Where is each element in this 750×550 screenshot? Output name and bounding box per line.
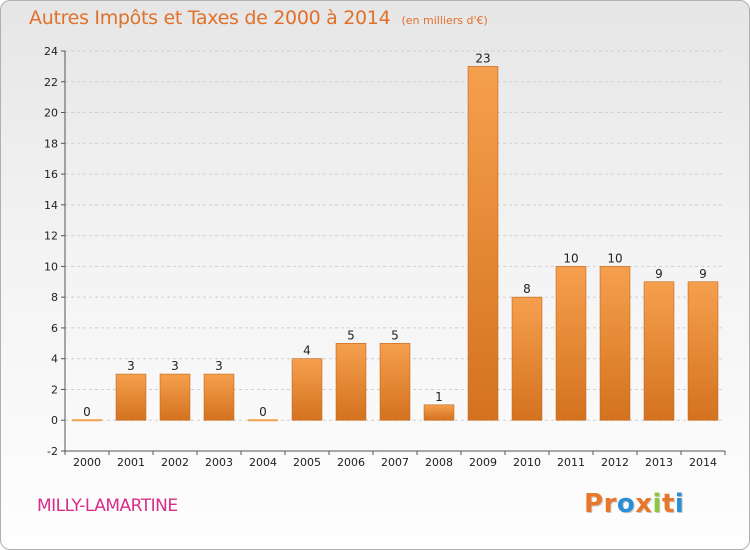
data-label: 5 <box>347 328 355 342</box>
y-tick-label: 4 <box>51 353 58 366</box>
y-tick-label: 24 <box>44 45 58 58</box>
data-label: 3 <box>127 359 135 373</box>
commune-name: MILLY-LAMARTINE <box>37 496 178 516</box>
bar <box>467 66 499 421</box>
data-label: 0 <box>83 405 91 419</box>
data-label: 4 <box>303 344 311 358</box>
y-tick-label: 6 <box>51 322 58 335</box>
x-tick-label: 2010 <box>513 456 541 469</box>
bar <box>379 343 411 421</box>
data-label: 9 <box>655 267 663 281</box>
data-label: 23 <box>475 51 490 65</box>
x-tick-label: 2002 <box>161 456 189 469</box>
chart-title: Autres Impôts et Taxes de 2000 à 2014 <box>29 7 391 29</box>
data-label: 8 <box>523 282 531 296</box>
x-tick-label: 2006 <box>337 456 365 469</box>
bars: 0 3 3 3 0 4 5 5 1 23 8 10 10 9 9 <box>72 51 719 422</box>
x-tick-label: 2013 <box>645 456 673 469</box>
data-label: 10 <box>563 251 578 265</box>
y-tick-label: 22 <box>44 76 58 89</box>
bar <box>115 373 147 421</box>
y-tick-label: 8 <box>51 291 58 304</box>
y-tick-label: 10 <box>44 260 58 273</box>
logo-letter: x <box>635 489 653 519</box>
y-tick-label: 20 <box>44 107 58 120</box>
x-tick-label: 2004 <box>249 456 277 469</box>
x-tick-label: 2011 <box>557 456 585 469</box>
x-tick-label: 2008 <box>425 456 453 469</box>
y-tick-label: 12 <box>44 230 58 243</box>
logo-letter: i <box>674 489 685 519</box>
logo-letter: i <box>652 489 662 519</box>
y-tick-label: 14 <box>44 199 58 212</box>
data-label: 1 <box>435 390 443 404</box>
bar <box>599 266 631 421</box>
logo-letter: o <box>616 489 636 519</box>
proxiti-logo[interactable]: Proxiti <box>584 489 684 519</box>
bar <box>203 373 235 421</box>
x-tick-label: 2000 <box>73 456 101 469</box>
bar <box>291 358 323 421</box>
y-tick-label: 0 <box>51 414 58 427</box>
bar <box>511 296 543 421</box>
bar <box>335 343 367 421</box>
x-tick-label: 2014 <box>689 456 717 469</box>
data-label: 0 <box>259 405 267 419</box>
y-tick-label: -2 <box>47 445 58 458</box>
x-tick-label: 2001 <box>117 456 145 469</box>
logo-letter: r <box>603 489 617 519</box>
chart-subtitle: (en milliers d'€) <box>401 14 488 27</box>
x-tick-label: 2009 <box>469 456 497 469</box>
x-tick-label: 2005 <box>293 456 321 469</box>
data-label: 3 <box>171 359 179 373</box>
x-tick-label: 2007 <box>381 456 409 469</box>
logo-letter: P <box>584 489 604 519</box>
y-tick-label: 2 <box>51 383 58 396</box>
logo-letter: t <box>661 489 675 519</box>
data-label: 10 <box>607 251 622 265</box>
title-row: Autres Impôts et Taxes de 2000 à 2014 (e… <box>29 7 488 29</box>
y-tick-label: 16 <box>44 168 58 181</box>
data-label: 3 <box>215 359 223 373</box>
x-tick-label: 2012 <box>601 456 629 469</box>
bar <box>423 404 455 421</box>
data-label: 5 <box>391 328 399 342</box>
y-tick-label: 18 <box>44 137 58 150</box>
bar <box>555 266 587 421</box>
bar <box>687 281 719 421</box>
x-tick-label: 2003 <box>205 456 233 469</box>
bar <box>643 281 675 421</box>
data-label: 9 <box>699 267 707 281</box>
bar <box>159 373 191 421</box>
